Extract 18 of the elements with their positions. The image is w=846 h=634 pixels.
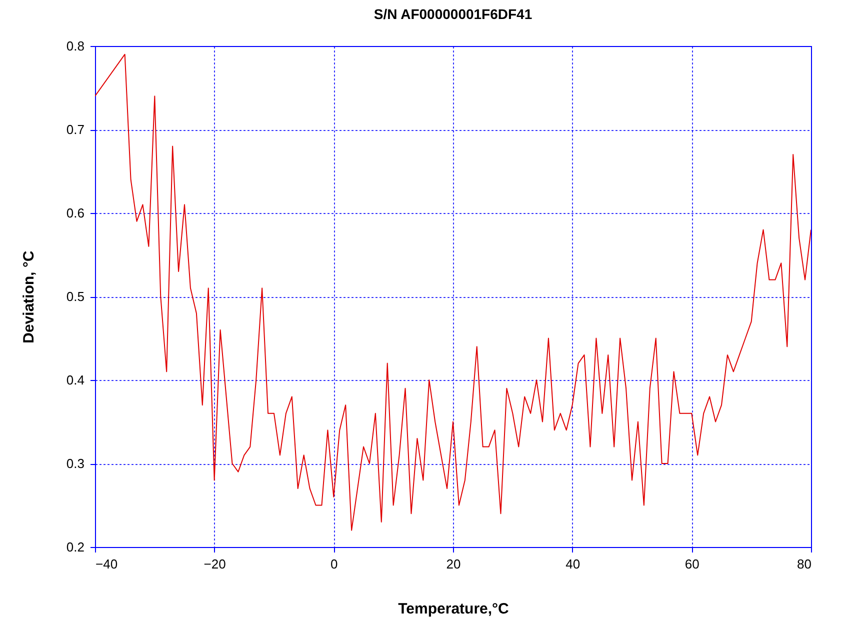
x-tick-label: 60: [684, 556, 700, 572]
x-tick-label: 20: [446, 556, 461, 572]
chart-title: S/N AF00000001F6DF41: [374, 6, 532, 22]
x-tick-label: 0: [330, 556, 338, 572]
y-tick-label: 0.5: [66, 289, 84, 304]
y-tick-label: 0.3: [66, 456, 84, 471]
line-series: [95, 54, 811, 531]
x-tick-label: 80: [797, 556, 812, 572]
y-tick-label: 0.6: [66, 206, 84, 220]
x-tick-label: 40: [566, 556, 580, 572]
x-tick-label: −20: [204, 556, 226, 572]
y-tick-label: 0.7: [66, 122, 84, 137]
x-axis-title: Temperature,°C: [398, 600, 510, 618]
x-tick-label: −40: [96, 556, 118, 572]
y-tick-label: 0.4: [66, 372, 84, 388]
y-axis-title: Deviation, °C: [20, 250, 38, 344]
y-tick-label: 0.8: [66, 38, 84, 54]
y-tick-label: 0.2: [66, 540, 84, 554]
